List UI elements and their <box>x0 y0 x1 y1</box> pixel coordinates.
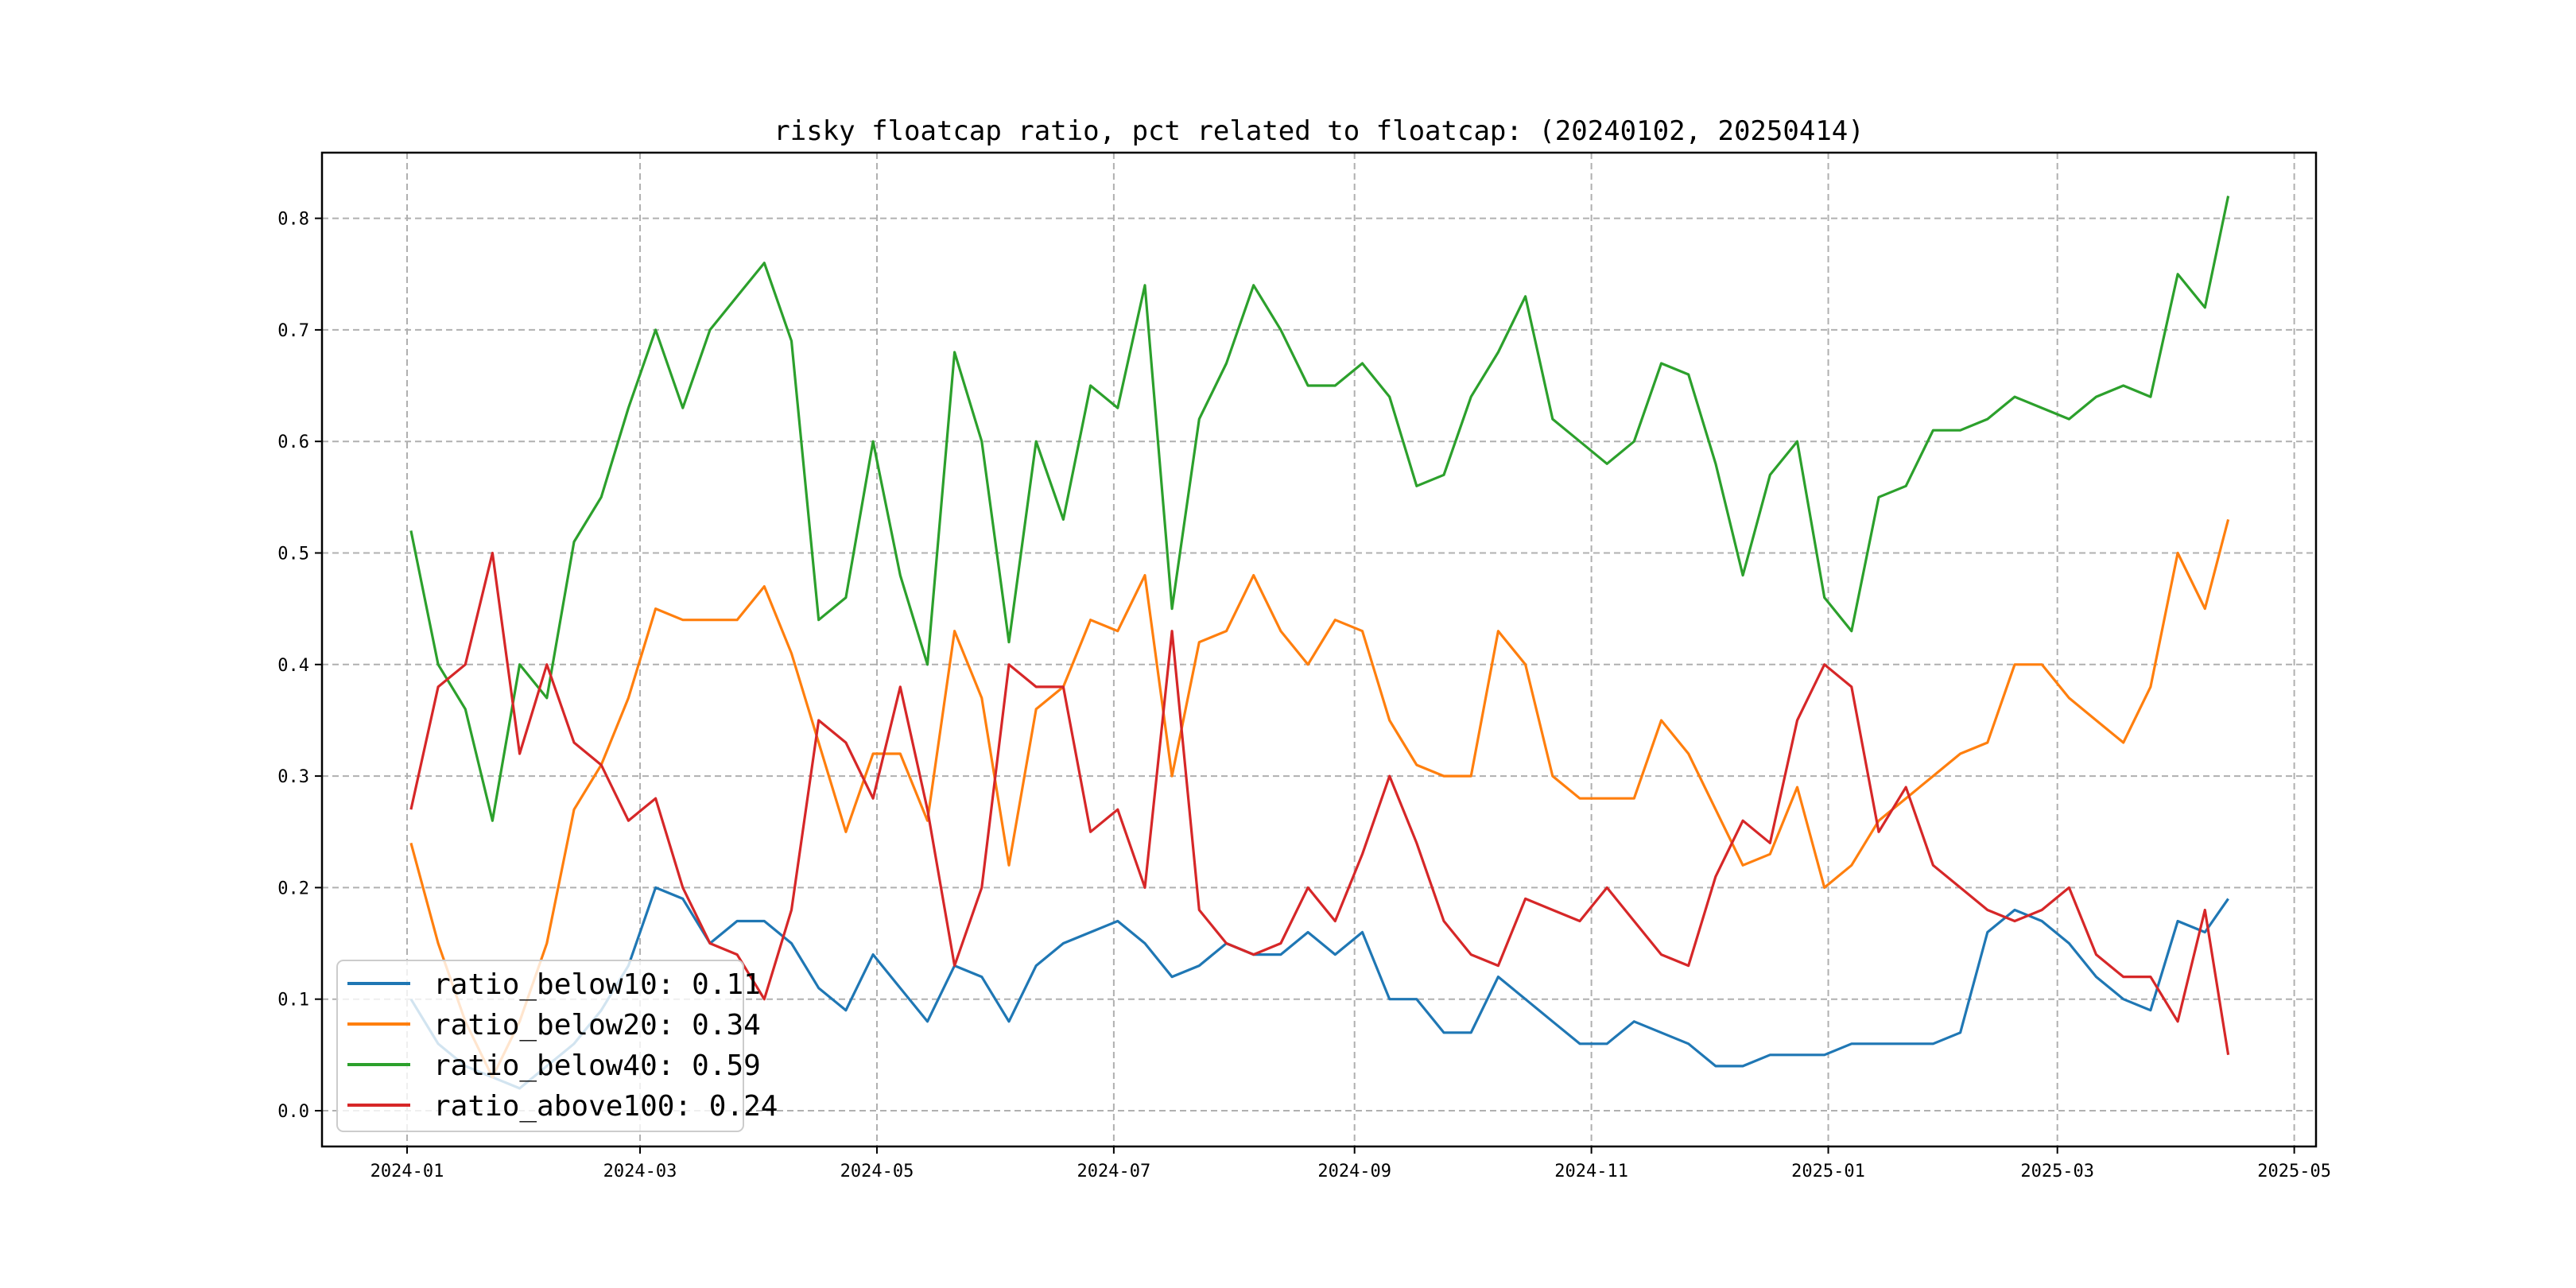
x-tick-label: 2025-05 <box>2257 1162 2331 1181</box>
x-tick-label: 2025-01 <box>1791 1162 1865 1181</box>
x-tick-label: 2024-03 <box>603 1162 677 1181</box>
legend-box <box>336 960 744 1132</box>
x-tick-label: 2024-11 <box>1554 1162 1628 1181</box>
series-lines <box>409 196 2230 1090</box>
y-tick-label: 0.2 <box>277 879 309 898</box>
x-tick-label: 2024-01 <box>370 1162 444 1181</box>
x-tick-label: 2024-05 <box>840 1162 914 1181</box>
series-line-ratio-below10 <box>409 886 2229 1090</box>
x-tick-label: 2024-07 <box>1077 1162 1151 1181</box>
legend-label: ratio_below10: 0.11 <box>433 968 761 1001</box>
plot-frame <box>320 151 2318 1148</box>
series-line-ratio-above100 <box>409 551 2230 1056</box>
y-tick-label: 0.3 <box>277 767 309 787</box>
x-tick-label: 2025-03 <box>2020 1162 2094 1181</box>
y-tick-label: 0.4 <box>277 656 309 676</box>
legend: ratio_below10: 0.11 ratio_below20: 0.34 ra… <box>336 960 778 1132</box>
series-line-ratio-below40 <box>409 196 2230 822</box>
y-axis: 0.0 0.1 0.2 0.3 0.4 0.5 0.6 0.7 0.8 <box>277 210 322 1122</box>
x-axis: 2024-01 2024-03 2024-05 2024-07 2024-09 2024-… <box>370 1146 2331 1181</box>
legend-label: ratio_above100: 0.24 <box>433 1090 778 1123</box>
y-tick-label: 0.8 <box>277 210 309 230</box>
chart-title: risky floatcap ratio, pct related to flo… <box>774 115 1864 147</box>
y-tick-label: 0.7 <box>277 321 309 341</box>
x-tick-label: 2024-09 <box>1317 1162 1391 1181</box>
series-line-ratio-below20 <box>409 518 2230 1079</box>
legend-label: ratio_below40: 0.59 <box>433 1049 761 1082</box>
y-tick-label: 0.0 <box>277 1102 309 1122</box>
y-tick-label: 0.1 <box>277 991 309 1011</box>
legend-label: ratio_below20: 0.34 <box>433 1009 761 1042</box>
y-tick-label: 0.6 <box>277 433 309 452</box>
y-tick-label: 0.5 <box>277 545 309 564</box>
